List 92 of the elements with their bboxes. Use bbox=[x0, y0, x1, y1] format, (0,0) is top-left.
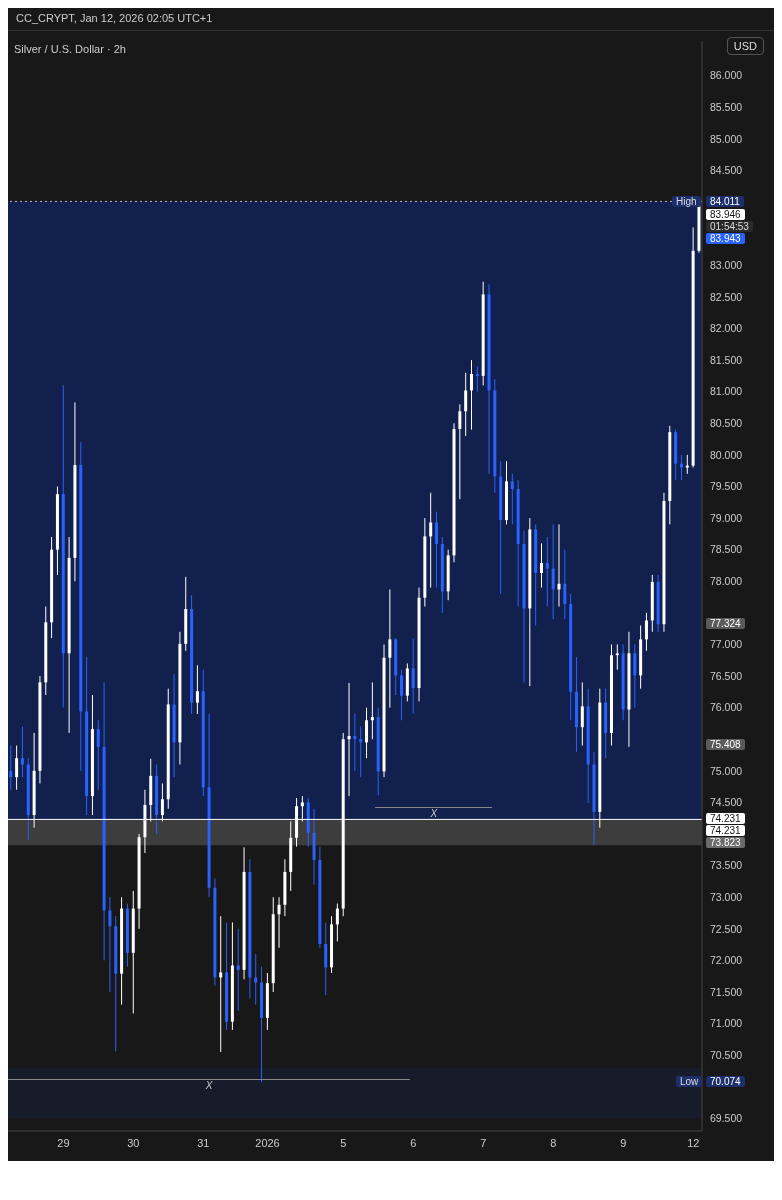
y-tick-label: 70.500 bbox=[710, 1048, 743, 1061]
y-tick-label: 85.000 bbox=[710, 132, 743, 145]
chart-subtitle: CC_CRYPT, Jan 12, 2026 02:05 UTC+1 bbox=[8, 8, 774, 31]
candlestick bbox=[15, 745, 19, 791]
y-tick-label: 84.500 bbox=[710, 164, 743, 177]
candlestick bbox=[277, 896, 281, 949]
x-tick-label: 31 bbox=[197, 1136, 210, 1149]
y-tick-label: 78.000 bbox=[710, 574, 743, 587]
candlestick bbox=[236, 928, 240, 1012]
candlestick bbox=[475, 365, 479, 393]
y-tick-label: 83.000 bbox=[710, 259, 743, 272]
x-tick-label: 7 bbox=[480, 1136, 487, 1149]
candlestick bbox=[388, 588, 392, 709]
candlestick bbox=[96, 719, 100, 791]
candlestick bbox=[510, 473, 514, 525]
chart-title: Silver / U.S. Dollar · 2h bbox=[14, 43, 126, 55]
y-tick-label: 74.500 bbox=[710, 796, 743, 809]
x-tick-label: 9 bbox=[620, 1136, 627, 1149]
x-tick-label: 5 bbox=[340, 1136, 347, 1149]
y-tick-label: 79.000 bbox=[710, 511, 743, 524]
candlestick bbox=[470, 359, 474, 431]
annotation: X bbox=[430, 808, 438, 819]
candlestick bbox=[108, 896, 112, 993]
y-tick-label: 73.000 bbox=[710, 890, 743, 903]
candlestick bbox=[644, 612, 648, 652]
y-tick-label: 77.000 bbox=[710, 638, 743, 651]
y-tick-label: 76.000 bbox=[710, 701, 743, 714]
candlestick bbox=[20, 726, 24, 778]
text: 83.946 bbox=[706, 209, 745, 220]
candlestick bbox=[464, 372, 468, 437]
candlestick bbox=[195, 664, 199, 715]
y-tick-label: 86.000 bbox=[710, 69, 743, 82]
y-tick-label: 71.000 bbox=[710, 1017, 743, 1030]
candlestick bbox=[219, 915, 223, 1053]
y-tick-label: 78.500 bbox=[710, 543, 743, 556]
candlestick bbox=[615, 643, 619, 671]
candlestick bbox=[335, 903, 339, 942]
text: 74.231 bbox=[706, 825, 745, 836]
y-tick-label: 75.000 bbox=[710, 764, 743, 777]
candlestick bbox=[400, 669, 404, 721]
text: 73.823 bbox=[706, 837, 745, 848]
candlestick bbox=[9, 745, 13, 791]
x-tick-label: 29 bbox=[57, 1136, 70, 1149]
y-tick-label: 73.500 bbox=[710, 859, 743, 872]
y-tick-label: 76.500 bbox=[710, 669, 743, 682]
y-tick-label: 85.500 bbox=[710, 101, 743, 114]
y-tick-label: 79.500 bbox=[710, 480, 743, 493]
y-tick-label: 82.000 bbox=[710, 322, 743, 335]
x-tick-label: 6 bbox=[410, 1136, 417, 1149]
candlestick bbox=[539, 542, 543, 589]
candlestick bbox=[563, 549, 567, 620]
candlestick bbox=[580, 681, 584, 747]
candlestick bbox=[353, 713, 357, 772]
annotation: Low bbox=[676, 1076, 703, 1087]
y-tick-label: 82.500 bbox=[710, 290, 743, 303]
text: 75.408 bbox=[706, 739, 745, 750]
x-tick-label: 2026 bbox=[255, 1136, 280, 1149]
candlestick bbox=[365, 707, 369, 759]
y-tick-label: 80.000 bbox=[710, 448, 743, 461]
candlestick bbox=[458, 403, 462, 500]
text: 70.074 bbox=[706, 1076, 745, 1087]
candlestick bbox=[429, 492, 433, 589]
annotation: High bbox=[672, 196, 701, 207]
candlestick bbox=[370, 681, 374, 740]
candlestick bbox=[679, 454, 683, 481]
candlestick bbox=[435, 511, 439, 589]
annotation: X bbox=[205, 1080, 213, 1091]
y-tick-label: 81.000 bbox=[710, 385, 743, 398]
text: 01:54:53 bbox=[706, 221, 753, 232]
text: 83.943 bbox=[706, 233, 745, 244]
candlestick bbox=[545, 536, 549, 608]
text: 77.324 bbox=[706, 618, 745, 629]
candlestick bbox=[254, 953, 258, 1006]
y-tick-label: 80.500 bbox=[710, 417, 743, 430]
x-tick-label: 12 bbox=[687, 1136, 700, 1149]
candlestick bbox=[411, 637, 415, 715]
candlestick bbox=[685, 454, 689, 475]
y-tick-label: 72.500 bbox=[710, 922, 743, 935]
y-tick-label: 71.500 bbox=[710, 985, 743, 998]
y-tick-label: 72.000 bbox=[710, 954, 743, 967]
candlestick bbox=[347, 682, 351, 797]
candlestick bbox=[359, 726, 363, 778]
candlestick bbox=[633, 643, 637, 709]
x-tick-label: 8 bbox=[550, 1136, 557, 1149]
candlestick bbox=[551, 523, 555, 620]
candlestick bbox=[324, 921, 328, 996]
text: 74.231 bbox=[706, 813, 745, 824]
y-tick-label: 81.500 bbox=[710, 353, 743, 366]
x-tick-label: 30 bbox=[127, 1136, 140, 1149]
text: USD bbox=[726, 37, 764, 55]
y-tick-label: 69.500 bbox=[710, 1112, 743, 1125]
text: 84.011 bbox=[706, 196, 744, 207]
